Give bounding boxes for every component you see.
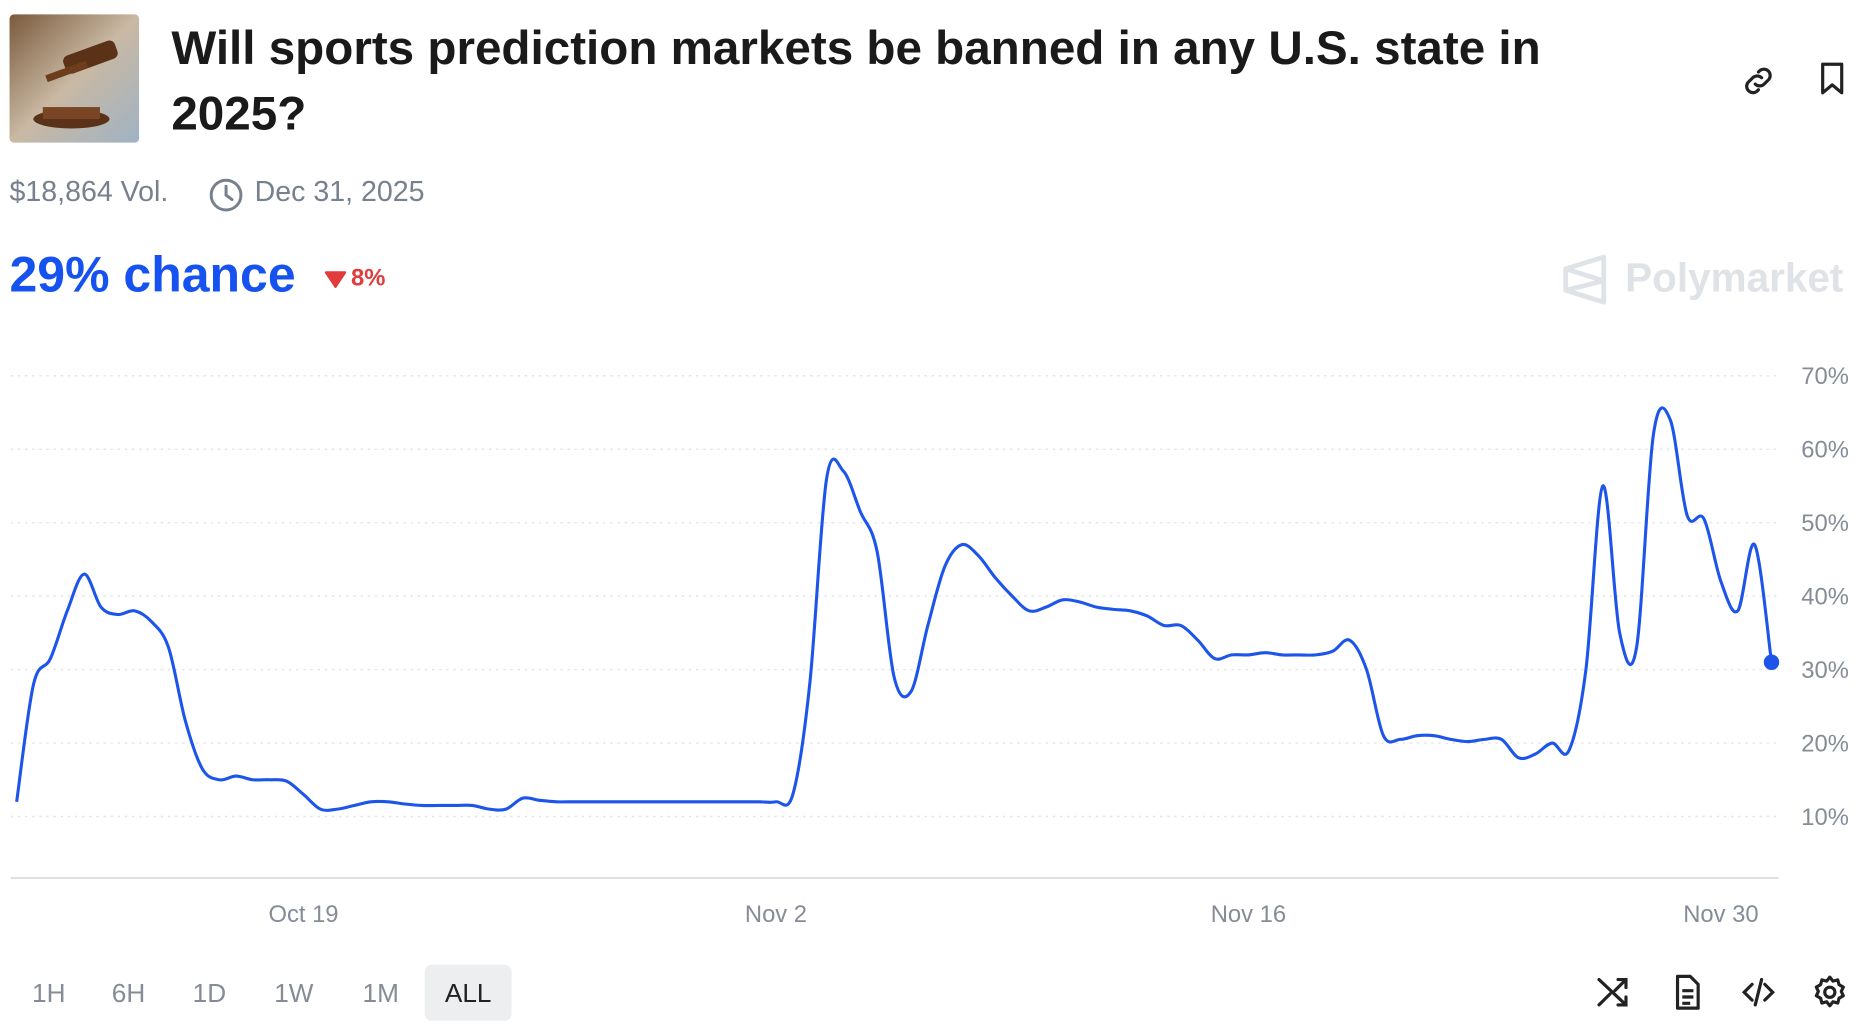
shuffle-icon[interactable]	[1594, 973, 1632, 1011]
title: Will sports prediction markets be banned…	[171, 22, 1541, 141]
range-button[interactable]: 1W	[274, 977, 314, 1008]
x-tick-label: Oct 19	[268, 901, 338, 928]
y-tick-label: 10%	[1801, 804, 1849, 831]
range-button[interactable]: 1M	[362, 977, 399, 1008]
volume: $18,864 Vol.	[9, 176, 169, 209]
brand-logo	[1563, 254, 1607, 305]
y-tick-label: 60%	[1801, 437, 1849, 464]
x-tick-label: Nov 30	[1683, 901, 1758, 928]
down-arrow	[324, 271, 347, 288]
brand: Polymarket	[1625, 255, 1844, 302]
x-tick-label: Nov 16	[1211, 901, 1286, 928]
y-tick-label: 50%	[1801, 510, 1849, 537]
price-line	[15, 406, 1774, 812]
end-date: Dec 31, 2025	[254, 176, 425, 209]
chart: 10% 20% 30% 40% 50% 60% 70% Oct 19 Nov 2 Nov 16 No…	[10, 363, 1849, 928]
market-image	[9, 14, 140, 143]
document-icon[interactable]	[1668, 973, 1706, 1011]
y-tick-label: 40%	[1801, 583, 1849, 610]
clock-icon	[209, 178, 243, 212]
y-tick-label: 20%	[1801, 730, 1849, 757]
embed-icon[interactable]	[1739, 973, 1777, 1011]
link-icon[interactable]	[1739, 62, 1777, 100]
chance: 29% chance	[9, 246, 296, 303]
change: 8%	[350, 265, 386, 292]
settings-icon[interactable]	[1811, 973, 1849, 1011]
y-tick-label: 70%	[1801, 363, 1849, 390]
last-point	[1763, 654, 1780, 670]
range-button[interactable]: 1D	[192, 977, 227, 1008]
range-button[interactable]: 6H	[111, 977, 146, 1008]
y-tick-label: 30%	[1801, 657, 1849, 684]
range-button[interactable]: ALL	[424, 964, 512, 1021]
range-button[interactable]: 1H	[32, 977, 66, 1008]
bookmark-icon[interactable]	[1813, 59, 1851, 97]
x-tick-label: Nov 2	[745, 901, 807, 928]
